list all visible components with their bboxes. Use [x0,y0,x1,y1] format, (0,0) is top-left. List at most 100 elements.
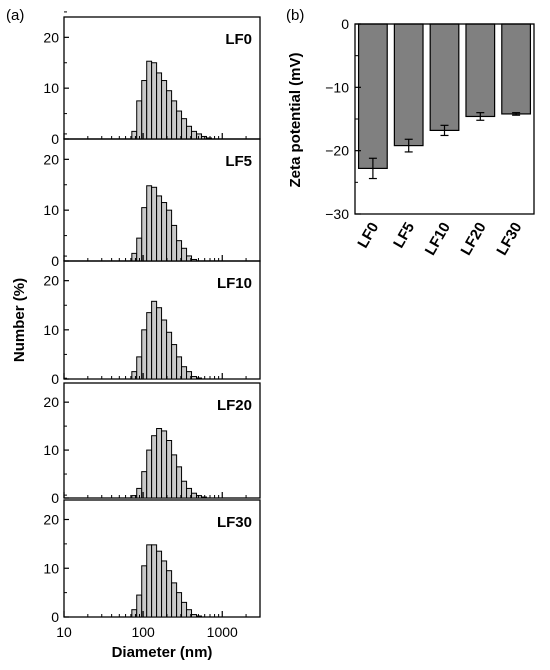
y-tick-label: 0 [51,131,59,147]
histogram-bar [146,60,153,140]
y-tick-label: −20 [325,143,349,159]
histogram-lf30: 0 10 20 LF30 [43,494,261,625]
y-tick-label: −10 [325,79,349,95]
category-label: LF0 [354,220,382,252]
panel-a-label: (a) [6,7,24,24]
histogram-bar [161,80,168,140]
series-label: LF20 [217,397,252,414]
histogram-bar [176,466,183,499]
histogram-bar [171,344,178,380]
histogram-bar [186,609,193,618]
histogram-bar [181,601,188,618]
histogram-bar [166,209,173,262]
histogram-bar [151,300,158,380]
histogram-bar [196,615,203,618]
histogram-bar [161,319,168,380]
histogram-lf10: 0 10 20 LF10 [43,255,261,387]
zeta-potential-panel: LF0 LF5 LF10 LF20 LF30 0 −10 −20 −30 Zeta potenti… [287,16,535,259]
histogram-bar [141,565,148,618]
histogram-bar [181,247,188,262]
y-axis-label: Number (%) [11,278,28,362]
histogram-bar [151,435,158,499]
histogram-bar [131,495,138,499]
x-tick-label: 1000 [207,624,238,640]
histogram-lf5: 0 10 20 LF5 [43,133,261,269]
histogram-bar [161,430,168,499]
histogram-bar [141,329,148,380]
histogram-bar [166,90,173,140]
series-label: LF5 [225,153,252,170]
histogram-bar [146,449,153,499]
histogram-bar [176,110,183,140]
series-label: LF30 [217,514,252,531]
histogram-bar [186,371,193,380]
y-tick-label: 10 [43,202,59,218]
y-tick-label: 20 [43,394,59,410]
histogram-bar [156,307,163,380]
histogram-bar [196,133,203,140]
y-tick-label: 20 [43,29,59,45]
category-label: LF5 [390,220,418,252]
histogram-bar [181,366,188,380]
zeta-bar [357,23,388,169]
histogram-bar [171,224,178,262]
histogram-bar [196,495,203,499]
y-tick-label: 0 [51,371,59,387]
histogram-bar [166,570,173,618]
histogram-bar [151,186,158,262]
histogram-bar [171,454,178,499]
x-tick-label: 100 [131,624,155,640]
histogram-bar [176,356,183,380]
histogram-bar [166,440,173,499]
histogram-bar [181,118,188,140]
x-axis-label: Diameter (nm) [112,644,213,661]
y-tick-label: 10 [43,80,59,96]
histogram-bar [131,252,138,262]
y-tick-label: 0 [51,490,59,506]
y-tick-label: 0 [341,16,349,32]
category-label: LF10 [422,220,454,259]
histogram-bar [171,100,178,140]
series-label: LF10 [217,275,252,292]
y-axis-label: Zeta potential (mV) [287,52,304,187]
histogram-bar [141,80,148,140]
histogram-bar [191,130,198,140]
histogram-bar [191,492,198,499]
histogram-bar [151,62,158,140]
y-tick-label: −30 [325,206,349,222]
histogram-bar [171,582,178,618]
y-tick-label: 0 [51,609,59,625]
histogram-bar [136,237,143,262]
histogram-bar [156,195,163,262]
histogram-bar [156,550,163,618]
histogram-bar [161,202,168,262]
histogram-bar [176,592,183,618]
histogram-lf0: 0 10 20 LF0 [43,11,261,147]
histogram-bar [141,471,148,499]
y-tick-label: 20 [43,151,59,167]
histogram-bar [156,72,163,140]
histogram-bar [166,331,173,380]
histogram-bar [201,496,207,499]
histogram-bar [156,428,163,499]
histogram-bar [146,185,153,262]
zeta-bar [501,23,532,115]
histogram-bar [136,594,143,618]
zeta-bar [429,23,460,132]
y-tick-label: 20 [43,512,59,528]
histogram-bar [136,356,143,380]
panel-b-label: (b) [286,7,304,24]
histogram-bar [191,614,198,618]
y-tick-label: 0 [51,253,59,269]
histogram-bar [141,207,148,262]
histogram-bar [196,377,203,380]
y-tick-label: 20 [43,273,59,289]
category-label: LF20 [458,220,490,259]
histogram-bar [176,240,183,262]
y-tick-label: 10 [43,560,59,576]
histogram-bar [146,544,153,618]
histogram-bar [181,480,188,499]
zeta-bar [393,23,424,147]
